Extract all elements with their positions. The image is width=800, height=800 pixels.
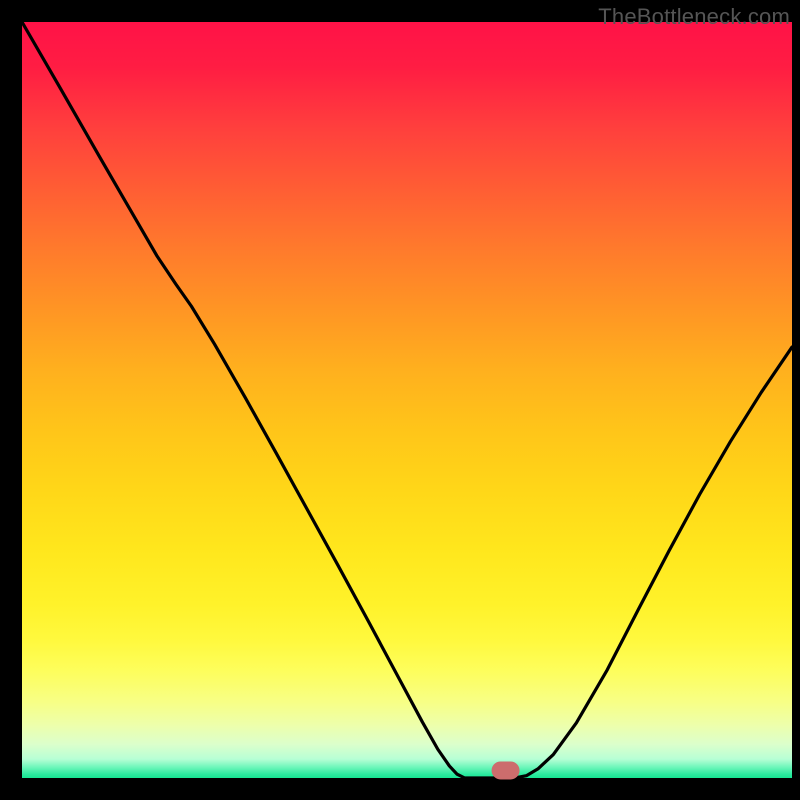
watermark-text: TheBottleneck.com	[598, 4, 790, 30]
optimum-marker	[492, 761, 520, 779]
plot-background-gradient	[22, 22, 792, 778]
bottleneck-chart	[0, 0, 800, 800]
figure-container: TheBottleneck.com	[0, 0, 800, 800]
